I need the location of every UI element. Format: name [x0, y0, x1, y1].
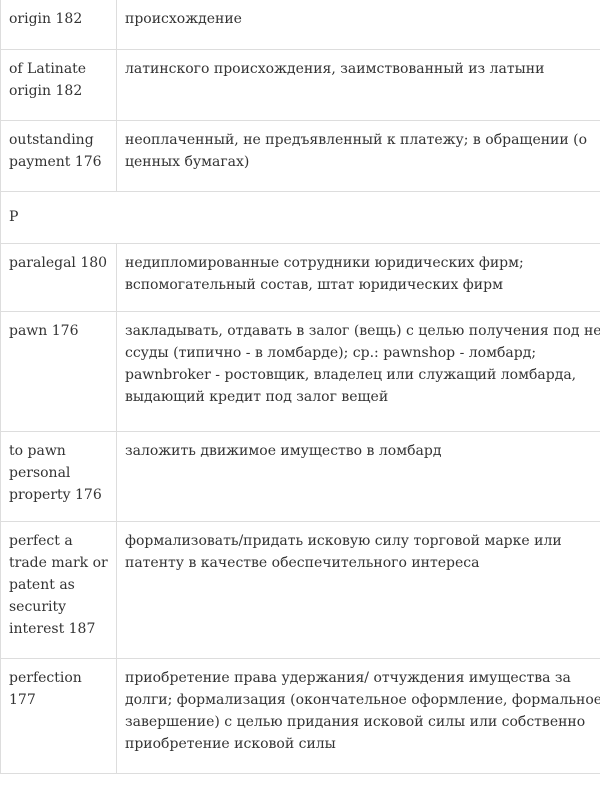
- definition-cell: неоплаченный, не предъявленный к платежу…: [116, 120, 600, 192]
- term-cell: outstanding payment 176: [0, 120, 117, 192]
- definition-cell: закладывать, отдавать в залог (вещь) с ц…: [116, 311, 600, 432]
- term-cell: origin 182: [0, 0, 117, 50]
- definition-cell: латинского происхождения, заимствованный…: [116, 49, 600, 121]
- term-cell: to pawn personal property 176: [0, 431, 117, 522]
- definition-cell: приобретение права удержания/ отчуждения…: [116, 658, 600, 774]
- term-cell: perfection 177: [0, 658, 117, 774]
- table-row: of Latinate origin 182 латинского происх…: [0, 49, 600, 121]
- definition-cell: недипломированные сотрудники юридических…: [116, 243, 600, 312]
- definition-cell: происхождение: [116, 0, 600, 50]
- table-row: origin 182 происхождение: [0, 0, 600, 50]
- table-row: paralegal 180 недипломированные сотрудни…: [0, 243, 600, 312]
- table-row: outstanding payment 176 неоплаченный, не…: [0, 120, 600, 192]
- term-cell: perfect a trade mark or patent as securi…: [0, 521, 117, 659]
- section-letter: P: [0, 191, 600, 244]
- section-row: P: [0, 191, 600, 244]
- definition-cell: заложить движимое имущество в ломбард: [116, 431, 600, 522]
- term-cell: of Latinate origin 182: [0, 49, 117, 121]
- definition-cell: формализовать/придать исковую силу торго…: [116, 521, 600, 659]
- table-row: perfection 177 приобретение права удержа…: [0, 658, 600, 774]
- table-row: perfect a trade mark or patent as securi…: [0, 521, 600, 659]
- term-cell: paralegal 180: [0, 243, 117, 312]
- table-row: to pawn personal property 176 заложить д…: [0, 431, 600, 522]
- term-cell: pawn 176: [0, 311, 117, 432]
- glossary-table: origin 182 происхождение of Latinate ori…: [0, 0, 600, 774]
- table-row: pawn 176 закладывать, отдавать в залог (…: [0, 311, 600, 432]
